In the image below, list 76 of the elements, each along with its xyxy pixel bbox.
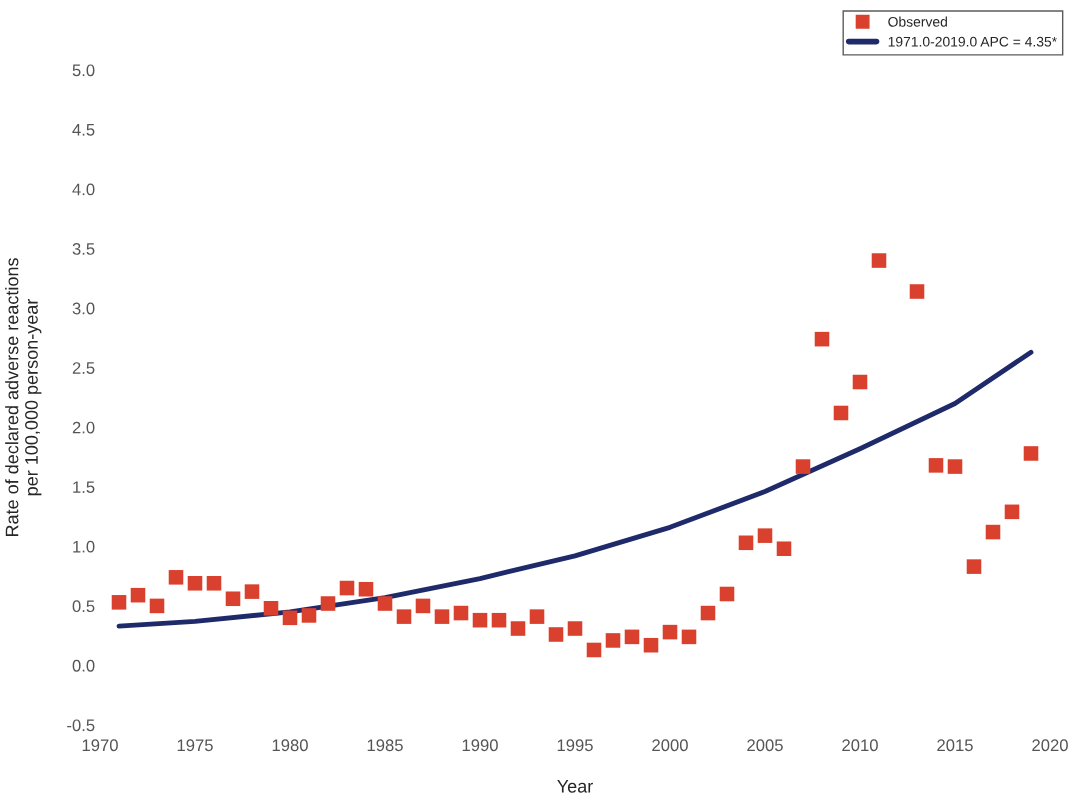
- point: [377, 596, 393, 611]
- point: [301, 608, 317, 623]
- point: [776, 541, 792, 557]
- point: [947, 459, 963, 474]
- point: [852, 374, 868, 390]
- line-series: [116, 349, 1034, 629]
- point: [567, 621, 583, 636]
- point: [149, 598, 165, 614]
- point: [700, 605, 716, 621]
- x-tick-label: 2000: [652, 739, 688, 752]
- y-tick-label: 4.0: [72, 183, 95, 196]
- point: [1023, 446, 1039, 461]
- y-tick-label: 0.5: [72, 600, 95, 613]
- point: [833, 405, 849, 421]
- x-tick-label: 1995: [557, 739, 593, 752]
- point: [1004, 504, 1020, 520]
- point: [168, 570, 184, 585]
- point: [681, 629, 697, 645]
- legend-label: 1971.0-2019.0 APC = 4.35*: [888, 36, 1057, 47]
- point: [928, 458, 944, 473]
- point: [738, 535, 754, 551]
- point: [453, 605, 469, 621]
- y-tick-label: 1.0: [73, 540, 95, 553]
- y-tick-label: -0.5: [67, 719, 95, 732]
- point: [624, 629, 640, 645]
- x-tick-label: 2005: [747, 739, 783, 752]
- x-tick-label: 2015: [937, 739, 973, 752]
- y-tick-label: 0.0: [72, 659, 95, 672]
- point: [605, 633, 621, 648]
- point: [548, 627, 564, 642]
- y-tick-label: 2.5: [72, 362, 95, 374]
- x-tick-label: 1990: [462, 739, 498, 752]
- point: [643, 637, 659, 653]
- point: [757, 528, 773, 543]
- point: [985, 524, 1001, 540]
- x-tick-label: 1985: [367, 739, 403, 752]
- point: [909, 284, 925, 299]
- legend-label: Observed: [888, 16, 947, 27]
- point: [415, 598, 431, 614]
- y-tick-label: 4.5: [72, 124, 95, 136]
- point: [529, 609, 545, 624]
- x-tick-label: 2020: [1032, 739, 1068, 752]
- point: [472, 612, 488, 628]
- point: [225, 591, 241, 607]
- point: [491, 612, 507, 628]
- x-axis-title: Year: [557, 780, 593, 793]
- y-axis-title: Rate of declared adverse reactions per 100,000 person-year: [5, 258, 42, 537]
- point: [339, 580, 355, 596]
- point: [814, 331, 830, 347]
- point: [966, 559, 982, 574]
- point: [719, 586, 735, 602]
- point: [871, 253, 887, 268]
- point: [795, 459, 811, 474]
- point: [662, 624, 678, 640]
- y-tick-label: 3.5: [72, 243, 95, 255]
- point: [263, 601, 279, 616]
- point: [396, 609, 412, 624]
- point: [358, 581, 374, 597]
- point: [282, 610, 298, 626]
- y-tick-label: 3.0: [72, 302, 95, 315]
- point: [244, 584, 260, 599]
- point: [510, 621, 526, 636]
- point: [187, 576, 203, 591]
- point: [206, 576, 222, 591]
- point: [320, 596, 336, 611]
- point: [586, 642, 602, 658]
- x-tick-label: 1975: [177, 739, 213, 752]
- x-tick-label: 1980: [272, 739, 308, 752]
- y-tick-label: 2.0: [72, 421, 95, 434]
- point: [130, 587, 146, 603]
- y-tick-label: 5.0: [72, 64, 95, 77]
- point: [434, 609, 450, 624]
- point: [111, 595, 127, 610]
- x-tick-label: 1970: [82, 739, 118, 752]
- y-tick-label: 1.5: [73, 481, 95, 494]
- x-tick-label: 2010: [842, 739, 878, 752]
